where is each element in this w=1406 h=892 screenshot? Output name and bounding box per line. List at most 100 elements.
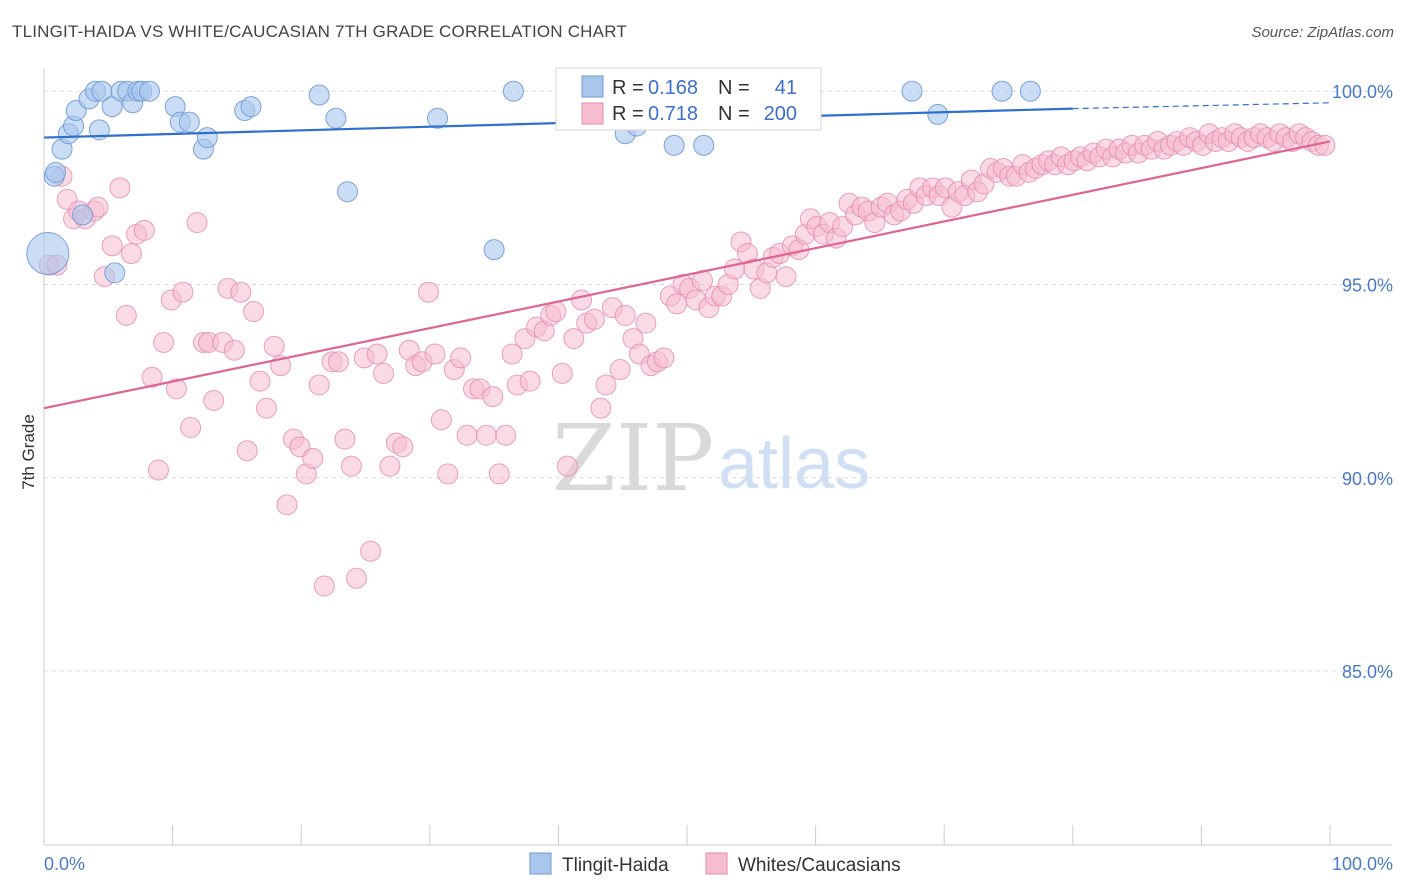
pink-point-51 [366,343,388,365]
pink-point-30 [230,281,252,303]
blue-point-22 [178,111,200,133]
pink-point-85 [583,308,605,330]
pink-point-20 [165,378,187,400]
blue-point-40 [1019,80,1041,102]
pink-point-65 [456,424,478,446]
pink-point-90 [614,304,636,326]
pink-point-89 [609,359,631,381]
pink-point-69 [482,386,504,408]
x-tick-label-1: 100.0% [1332,854,1393,874]
legend-swatch-pink [581,102,604,125]
y-tick-label-0: 85.0% [1342,662,1393,682]
blue-point-13 [104,262,126,284]
pink-point-86 [590,397,612,419]
legend-r-label-1: R = [612,77,644,99]
legend-n-label-2: N = [718,103,750,125]
blue-point-38 [927,103,949,125]
pink-point-62 [437,463,459,485]
y-tick-label-1: 90.0% [1342,469,1393,489]
pink-point-11 [109,177,131,199]
pink-point-70 [488,463,510,485]
legend-n-value-1: 41 [775,77,797,99]
blue-point-32 [502,80,524,102]
blue-point-0 [26,232,70,276]
watermark-zip: ZIP [552,405,714,512]
pink-point-37 [276,494,298,516]
legend-r-value-2: 0.718 [648,103,698,125]
blue-point-26 [240,96,262,118]
legend-n-value-2: 200 [764,103,797,125]
bottom-legend-label-2: Whites/Caucasians [738,855,901,876]
pink-point-16 [141,366,163,388]
pink-point-50 [360,540,382,562]
blue-point-19 [138,80,160,102]
blue-point-31 [483,239,505,261]
legend-swatch-blue [581,75,604,98]
pink-point-80 [551,362,573,384]
pink-point-87 [595,374,617,396]
watermark: ZIP atlas [552,405,870,512]
legend-r-value-1: 0.168 [648,77,698,99]
pink-point-32 [243,301,265,323]
blue-point-28 [325,107,347,129]
series-legend: Tlingit-Haida Whites/Caucasians [529,852,901,876]
pink-point-52 [373,362,395,384]
y-axis-title: 7th Grade [19,414,38,490]
pink-point-22 [180,417,202,439]
pink-point-26 [203,389,225,411]
stats-legend: R = 0.168 N = 41 R = 0.718 N = 200 [555,67,822,131]
pink-point-21 [172,281,194,303]
blue-point-36 [693,134,715,156]
blue-point-12 [101,96,123,118]
pink-point-31 [236,440,258,462]
tick-labels: 85.0% 90.0% 95.0% 100.0% 0.0% 100.0% [44,82,1393,874]
pink-point-45 [327,351,349,373]
legend-n-label-1: N = [718,77,750,99]
pink-point-43 [313,575,335,597]
pink-point-59 [418,281,440,303]
pink-point-93 [635,312,657,334]
pink-point-199 [1314,134,1336,156]
y-tick-label-2: 95.0% [1342,275,1393,295]
pink-point-115 [775,266,797,288]
pink-point-15 [133,219,155,241]
pink-point-48 [345,567,367,589]
pink-point-23 [186,212,208,234]
pink-point-47 [340,455,362,477]
pink-point-96 [653,347,675,369]
pink-trend-line [43,140,1331,410]
bottom-legend-swatch-pink [705,852,728,875]
pink-point-71 [495,424,517,446]
pink-point-82 [563,328,585,350]
pink-point-17 [147,459,169,481]
blue-point-37 [901,80,923,102]
x-tick-label-0: 0.0% [44,854,85,874]
pink-point-46 [334,428,356,450]
blue-trend-line-dashed [1072,102,1331,110]
blue-point-35 [663,134,685,156]
pink-point-72 [501,343,523,365]
blue-point-39 [991,80,1013,102]
pink-point-75 [519,370,541,392]
blue-point-7 [72,204,94,226]
chart-title: TLINGIT-HAIDA VS WHITE/CAUCASIAN 7TH GRA… [12,22,627,41]
pink-point-10 [101,235,123,257]
pink-point-60 [424,343,446,365]
bottom-legend-label-1: Tlingit-Haida [562,855,669,876]
source-label: Source: ZipAtlas.com [1251,24,1394,41]
blue-point-29 [336,181,358,203]
axes [43,68,1392,846]
blue-point-24 [196,127,218,149]
pink-point-13 [120,243,142,265]
pink-point-41 [302,447,324,469]
series-whites-caucasians-points [38,123,1336,597]
y-tick-label-3: 100.0% [1332,82,1393,102]
pink-point-34 [255,397,277,419]
blue-point-27 [308,84,330,106]
grid-lines [44,90,1392,672]
pink-point-61 [430,409,452,431]
pink-point-18 [153,331,175,353]
pink-point-64 [450,347,472,369]
pink-point-33 [249,370,271,392]
